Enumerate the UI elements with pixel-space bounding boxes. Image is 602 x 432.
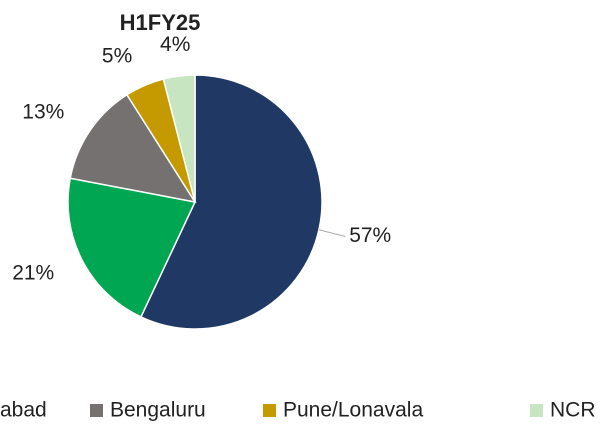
pie-slice	[67, 177, 197, 318]
pie-slice	[139, 74, 323, 330]
data-label: 13%	[22, 101, 64, 124]
legend-label: abad	[0, 399, 47, 422]
legend-swatch	[263, 404, 276, 417]
pie-slice	[162, 74, 196, 203]
data-label: 57%	[349, 224, 391, 247]
data-label: 21%	[12, 261, 54, 284]
pie-slice	[69, 93, 197, 204]
legend-label: NCR	[550, 399, 596, 422]
data-label: 4%	[160, 33, 190, 56]
legend-label: Bengaluru	[110, 399, 206, 422]
data-label: 5%	[102, 45, 132, 68]
legend-swatch	[90, 404, 103, 417]
legend-label: Pune/Lonavala	[283, 399, 423, 422]
leader-line	[318, 229, 346, 237]
chart-title: H1FY25	[120, 10, 201, 35]
legend-swatch	[530, 404, 543, 417]
